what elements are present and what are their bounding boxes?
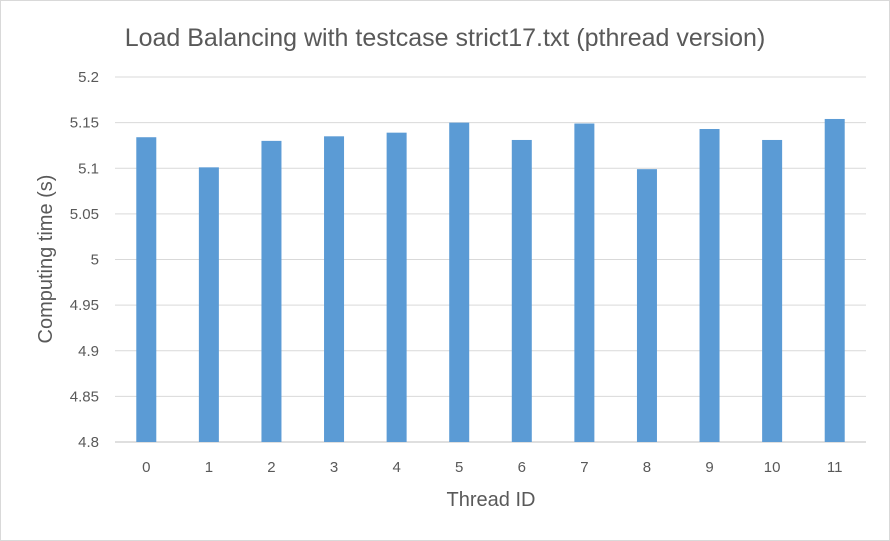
x-tick-label: 11 (827, 459, 843, 476)
y-tick-label: 5.05 (70, 206, 99, 223)
bar-thread-11 (824, 118, 845, 442)
gridlines (115, 76, 866, 443)
bar-thread-7 (574, 123, 595, 442)
x-axis-title: Thread ID (447, 489, 536, 511)
x-tick-label: 10 (764, 459, 781, 476)
y-tick-label: 4.95 (70, 297, 99, 314)
chart-title: Load Balancing with testcase strict17.tx… (125, 24, 766, 52)
y-tick-label: 4.8 (78, 434, 99, 451)
y-tick-label: 5.1 (78, 160, 99, 177)
bars (136, 118, 845, 442)
x-axis-ticks: 0 1 2 3 4 5 6 7 8 9 10 11 (142, 459, 842, 476)
x-tick-label: 9 (705, 459, 713, 476)
bar-thread-6 (511, 139, 532, 442)
x-tick-label: 0 (142, 459, 150, 476)
y-axis-ticks: 4.8 4.85 4.9 4.95 5 5.05 5.1 5.15 5.2 (70, 69, 99, 451)
y-tick-label: 4.9 (78, 343, 99, 360)
x-tick-label: 1 (205, 459, 213, 476)
bar-thread-8 (636, 169, 657, 442)
y-tick-label: 4.85 (70, 388, 99, 405)
x-tick-label: 2 (267, 459, 275, 476)
bar-thread-10 (762, 139, 783, 442)
bar-thread-5 (449, 122, 470, 442)
bar-thread-1 (198, 167, 219, 442)
bar-thread-0 (136, 137, 157, 442)
y-tick-label: 5.15 (70, 115, 99, 132)
bar-thread-2 (261, 140, 282, 442)
x-tick-label: 4 (392, 459, 400, 476)
y-axis-title: Computing time (s) (35, 175, 57, 344)
y-tick-label: 5.2 (78, 69, 99, 86)
bar-thread-9 (699, 129, 720, 442)
x-tick-label: 3 (330, 459, 338, 476)
x-tick-label: 8 (643, 459, 651, 476)
x-tick-label: 5 (455, 459, 463, 476)
bar-thread-4 (386, 132, 407, 442)
x-tick-label: 6 (518, 459, 526, 476)
bar-thread-3 (324, 136, 345, 442)
x-tick-label: 7 (580, 459, 588, 476)
y-tick-label: 5 (91, 252, 99, 269)
